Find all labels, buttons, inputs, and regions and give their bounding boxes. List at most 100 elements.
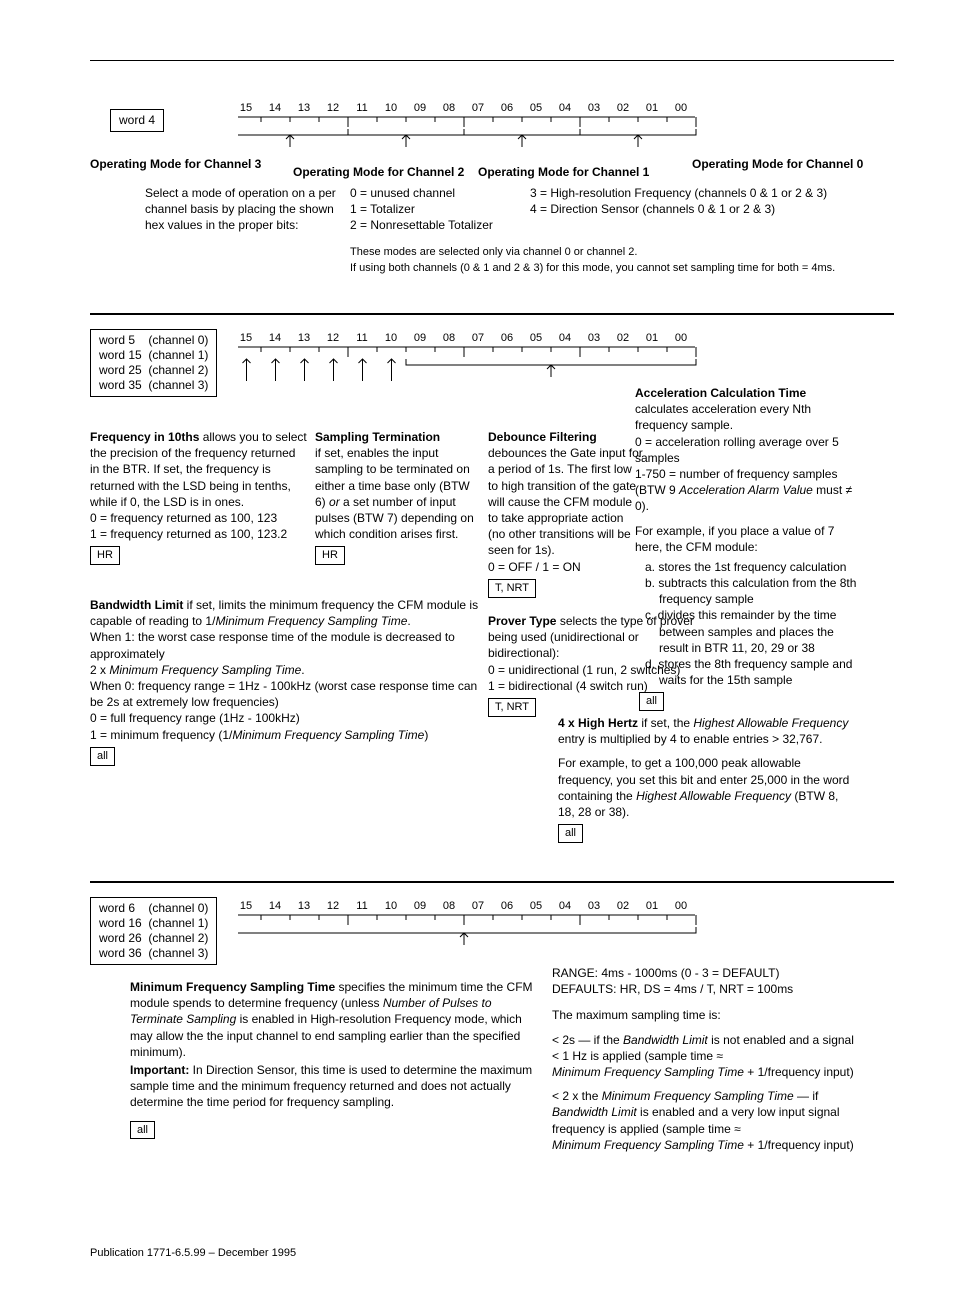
svg-text:03: 03 [588, 900, 600, 912]
svg-text:01: 01 [646, 900, 658, 912]
select-text: Select a mode of operation on a per chan… [145, 185, 355, 234]
svg-text:02: 02 [617, 102, 629, 114]
samp-tag: HR [315, 546, 345, 565]
word5-box: word 5 (channel 0) word 15 (channel 1) w… [90, 329, 217, 397]
svg-text:15: 15 [240, 900, 252, 912]
page-top-rule [90, 60, 894, 61]
hh-b1: if set, the [638, 716, 693, 730]
svg-text:14: 14 [269, 102, 281, 114]
ch1-label: Operating Mode for Channel 1 [478, 165, 649, 179]
svg-text:04: 04 [559, 102, 571, 114]
bw-tag: all [90, 747, 115, 766]
svg-text:03: 03 [588, 102, 600, 114]
acc-c: c. divides this remainder by the time be… [635, 607, 865, 656]
svg-text:12: 12 [327, 900, 339, 912]
svg-text:01: 01 [646, 102, 658, 114]
imp-body: In Direction Sensor, this time is used t… [130, 1063, 532, 1109]
svg-text:13: 13 [298, 102, 310, 114]
mfst-tag: all [130, 1121, 155, 1140]
svg-text:10: 10 [385, 900, 397, 912]
accel-block: Acceleration Calculation Time calculates… [635, 385, 865, 711]
svg-text:11: 11 [356, 332, 367, 344]
bitruler-1: 15141312111009080706050403020100 [238, 99, 718, 159]
hh-title: 4 x High Hertz [558, 716, 638, 730]
samp-title: Sampling Termination [315, 429, 480, 445]
svg-text:05: 05 [530, 332, 542, 344]
svg-text:13: 13 [298, 900, 310, 912]
acc-tag: all [639, 692, 664, 711]
svg-text:14: 14 [269, 332, 281, 344]
footer-text: Publication 1771-6.5.99 – December 1995 [90, 1247, 894, 1259]
svg-text:10: 10 [385, 102, 397, 114]
svg-text:09: 09 [414, 900, 426, 912]
section-word5: word 5 (channel 0) word 15 (channel 1) w… [90, 329, 894, 869]
r2a: < 2 x the [552, 1089, 602, 1103]
svg-text:06: 06 [501, 332, 513, 344]
r2-bw: Bandwidth Limit [552, 1105, 637, 1119]
svg-text:00: 00 [675, 900, 687, 912]
svg-text:07: 07 [472, 900, 484, 912]
svg-text:11: 11 [356, 900, 367, 912]
divider-1 [90, 313, 894, 315]
svg-text:12: 12 [327, 102, 339, 114]
hh-haf1: Highest Allowable Frequency [693, 716, 848, 730]
prov-title: Prover Type [488, 614, 556, 628]
acc-title: Acceleration Calculation Time [635, 385, 865, 401]
svg-text:08: 08 [443, 102, 455, 114]
r1c: + 1/frequency input) [744, 1065, 854, 1079]
svg-text:06: 06 [501, 102, 513, 114]
section-word6: word 6 (channel 0) word 16 (channel 1) w… [90, 897, 894, 1157]
highhz-block: 4 x High Hertz if set, the Highest Allow… [558, 715, 858, 843]
svg-text:10: 10 [385, 332, 397, 344]
svg-text:00: 00 [675, 102, 687, 114]
svg-text:02: 02 [617, 332, 629, 344]
v0: 0 = unused channel [350, 185, 520, 201]
r1a: < 2s — if the [552, 1033, 623, 1047]
samp-or: or [329, 495, 340, 509]
svg-text:08: 08 [443, 900, 455, 912]
sampling-term-block: Sampling Termination if set, enables the… [315, 429, 480, 565]
acc-a: a. stores the 1st frequency calculation [635, 559, 865, 575]
mfst-block: Minimum Frequency Sampling Time specifie… [130, 979, 545, 1139]
v3: 3 = High-resolution Frequency (channels … [530, 185, 870, 201]
acc-aav: Acceleration Alarm Value [679, 483, 813, 497]
v4: 4 = Direction Sensor (channels 0 & 1 or … [530, 201, 870, 217]
acc-b: b. subtracts this calculation from the 8… [635, 575, 865, 607]
r1-bw: Bandwidth Limit [623, 1033, 708, 1047]
svg-text:12: 12 [327, 332, 339, 344]
hh-b2: entry is multiplied by 4 to enable entri… [558, 732, 823, 746]
mode-vals-right: 3 = High-resolution Frequency (channels … [530, 185, 870, 217]
bw-mfst2: Minimum Frequency Sampling Time [109, 663, 301, 677]
word4-box: word 4 [110, 109, 164, 132]
word6-box: word 6 (channel 0) word 16 (channel 1) w… [90, 897, 217, 965]
r1-m: Minimum Frequency Sampling Time [552, 1065, 744, 1079]
range-block: RANGE: 4ms - 1000ms (0 - 3 = DEFAULT) DE… [552, 965, 862, 1153]
r2b: — if [794, 1089, 819, 1103]
freq-tenths-title: Frequency in 10ths [90, 430, 199, 444]
ch2-label: Operating Mode for Channel 2 [293, 165, 464, 179]
prov-tag: T, NRT [488, 698, 536, 717]
r2d: + 1/frequency input) [744, 1138, 854, 1152]
svg-text:09: 09 [414, 332, 426, 344]
svg-text:05: 05 [530, 900, 542, 912]
freq-tenths-block: Frequency in 10ths allows you to select … [90, 429, 308, 565]
debounce-block: Debounce Filtering debounces the Gate in… [488, 429, 643, 598]
acc-d: d. stores the 8th frequency sample and w… [635, 656, 865, 688]
v2: 2 = Nonresettable Totalizer [350, 217, 520, 233]
v1: 1 = Totalizer [350, 201, 520, 217]
svg-text:01: 01 [646, 332, 658, 344]
r2-m1: Minimum Frequency Sampling Time [602, 1089, 794, 1103]
svg-text:04: 04 [559, 332, 571, 344]
r2-m2: Minimum Frequency Sampling Time [552, 1138, 744, 1152]
max-line: The maximum sampling time is: [552, 1007, 862, 1023]
section-word4: word 4 15141312111009080706050403020100 … [90, 101, 894, 301]
svg-text:07: 07 [472, 332, 484, 344]
svg-text:03: 03 [588, 332, 600, 344]
svg-text:13: 13 [298, 332, 310, 344]
divider-2 [90, 881, 894, 883]
svg-text:06: 06 [501, 900, 513, 912]
mode-vals-left: 0 = unused channel 1 = Totalizer 2 = Non… [350, 185, 520, 234]
freq-body: allows you to select the precision of th… [90, 430, 307, 541]
bw-mfst1: Minimum Frequency Sampling Time [215, 614, 407, 628]
svg-text:09: 09 [414, 102, 426, 114]
